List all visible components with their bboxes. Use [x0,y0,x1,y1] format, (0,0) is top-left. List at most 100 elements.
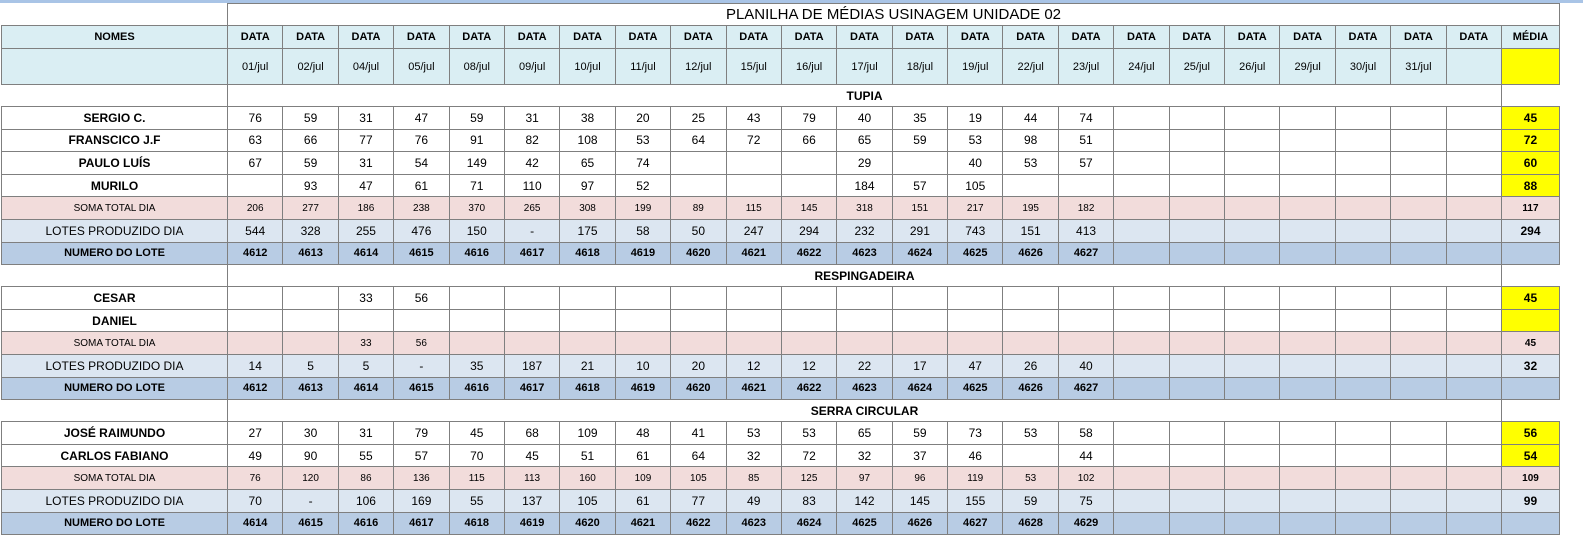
lotes-cell[interactable]: 5 [282,353,339,378]
value-cell[interactable] [1168,286,1226,310]
value-cell[interactable] [1224,286,1281,310]
numero-cell[interactable]: 4625 [947,241,1004,266]
soma-cell[interactable] [1002,331,1059,355]
lotes-cell[interactable]: 49 [725,488,782,513]
numero-cell[interactable]: 4612 [226,241,284,266]
lotes-cell[interactable]: 106 [337,488,395,513]
numero-cell[interactable] [1390,511,1447,535]
soma-cell[interactable]: 120 [282,466,339,490]
value-cell[interactable] [559,286,616,310]
value-cell[interactable]: 71 [448,173,505,198]
soma-average[interactable]: 117 [1500,196,1560,220]
soma-cell[interactable] [1334,331,1392,355]
numero-cell[interactable]: 4621 [725,241,782,266]
operator-name[interactable]: DANIEL [1,308,228,333]
soma-cell[interactable] [1279,331,1336,355]
value-cell[interactable] [725,151,782,175]
value-cell[interactable]: 61 [614,443,672,468]
date-header[interactable]: DATA [780,25,838,49]
avg-header[interactable]: MÉDIA [1500,25,1560,49]
value-cell[interactable]: 61 [393,173,450,198]
numero-cell[interactable]: 4619 [503,511,561,535]
lotes-cell[interactable]: 83 [780,488,838,513]
value-cell[interactable]: 76 [226,106,284,130]
section-title[interactable]: TUPIA [227,84,1502,107]
numero-cell[interactable]: 4613 [282,376,339,401]
soma-cell[interactable]: 115 [725,196,782,220]
value-cell[interactable]: 66 [282,128,339,153]
numero-cell[interactable]: 4628 [1002,511,1059,535]
lotes-cell[interactable]: 187 [503,353,561,378]
date-cell[interactable] [1445,48,1502,85]
value-cell[interactable]: 64 [670,128,727,153]
lotes-cell[interactable]: - [282,488,339,513]
value-cell[interactable]: 59 [891,128,949,153]
section-right[interactable] [1501,84,1560,107]
value-cell[interactable] [1390,151,1447,175]
value-cell[interactable] [780,151,838,175]
soma-cell[interactable]: 85 [725,466,782,490]
soma-cell[interactable]: 370 [448,196,505,220]
operator-average[interactable]: 56 [1500,421,1560,445]
value-cell[interactable] [448,308,505,333]
numero-cell[interactable]: 4626 [891,511,949,535]
date-cell[interactable]: 09/jul [503,48,561,85]
value-cell[interactable]: 19 [947,106,1004,130]
value-cell[interactable]: 49 [226,443,284,468]
operator-average[interactable]: 54 [1500,443,1560,468]
value-cell[interactable]: 25 [670,106,727,130]
operator-average[interactable]: 60 [1500,151,1560,175]
value-cell[interactable]: 55 [337,443,395,468]
value-cell[interactable] [670,308,727,333]
value-cell[interactable] [1113,443,1170,468]
section-title[interactable]: SERRA CIRCULAR [227,399,1502,423]
numero-cell[interactable]: 4619 [614,376,672,401]
names-header[interactable]: NOMES [1,25,228,49]
value-cell[interactable] [1334,308,1392,333]
value-cell[interactable]: 59 [282,151,339,175]
value-cell[interactable] [1445,128,1502,153]
operator-average[interactable]: 45 [1500,106,1560,130]
lotes-cell[interactable]: 150 [448,218,505,243]
numero-cell[interactable]: 4624 [780,511,838,535]
value-cell[interactable]: 38 [559,106,616,130]
soma-cell[interactable] [891,331,949,355]
numero-cell[interactable]: 4625 [836,511,893,535]
value-cell[interactable] [1279,173,1336,198]
lotes-cell[interactable]: 476 [393,218,450,243]
value-cell[interactable]: 91 [448,128,505,153]
value-cell[interactable] [670,173,727,198]
soma-cell[interactable]: 125 [780,466,838,490]
value-cell[interactable] [282,286,339,310]
numero-cell[interactable] [1224,376,1281,401]
value-cell[interactable]: 64 [670,443,727,468]
lotes-cell[interactable]: 105 [559,488,616,513]
value-cell[interactable]: 33 [337,286,395,310]
lotes-cell[interactable]: 255 [337,218,395,243]
value-cell[interactable] [614,308,672,333]
numero-cell[interactable]: 4626 [1002,376,1059,401]
names-header-blank[interactable] [1,48,228,85]
value-cell[interactable] [503,286,561,310]
value-cell[interactable] [836,308,893,333]
value-cell[interactable]: 108 [559,128,616,153]
value-cell[interactable] [891,151,949,175]
section-right[interactable] [1501,399,1560,423]
value-cell[interactable]: 35 [891,106,949,130]
value-cell[interactable] [780,286,838,310]
lotes-cell[interactable]: 413 [1057,218,1115,243]
lotes-cell[interactable] [1224,218,1281,243]
soma-cell[interactable] [1390,331,1447,355]
operator-average[interactable]: 45 [1500,286,1560,310]
value-cell[interactable]: 79 [393,421,450,445]
soma-cell[interactable]: 160 [559,466,616,490]
value-cell[interactable] [947,308,1004,333]
operator-name[interactable]: SERGIO C. [1,106,228,130]
value-cell[interactable] [1445,151,1502,175]
value-cell[interactable]: 74 [1057,106,1115,130]
operator-average[interactable]: 88 [1500,173,1560,198]
numero-cell[interactable] [1279,376,1336,401]
value-cell[interactable] [282,308,339,333]
soma-cell[interactable]: 199 [614,196,672,220]
numero-cell[interactable]: 4623 [725,511,782,535]
